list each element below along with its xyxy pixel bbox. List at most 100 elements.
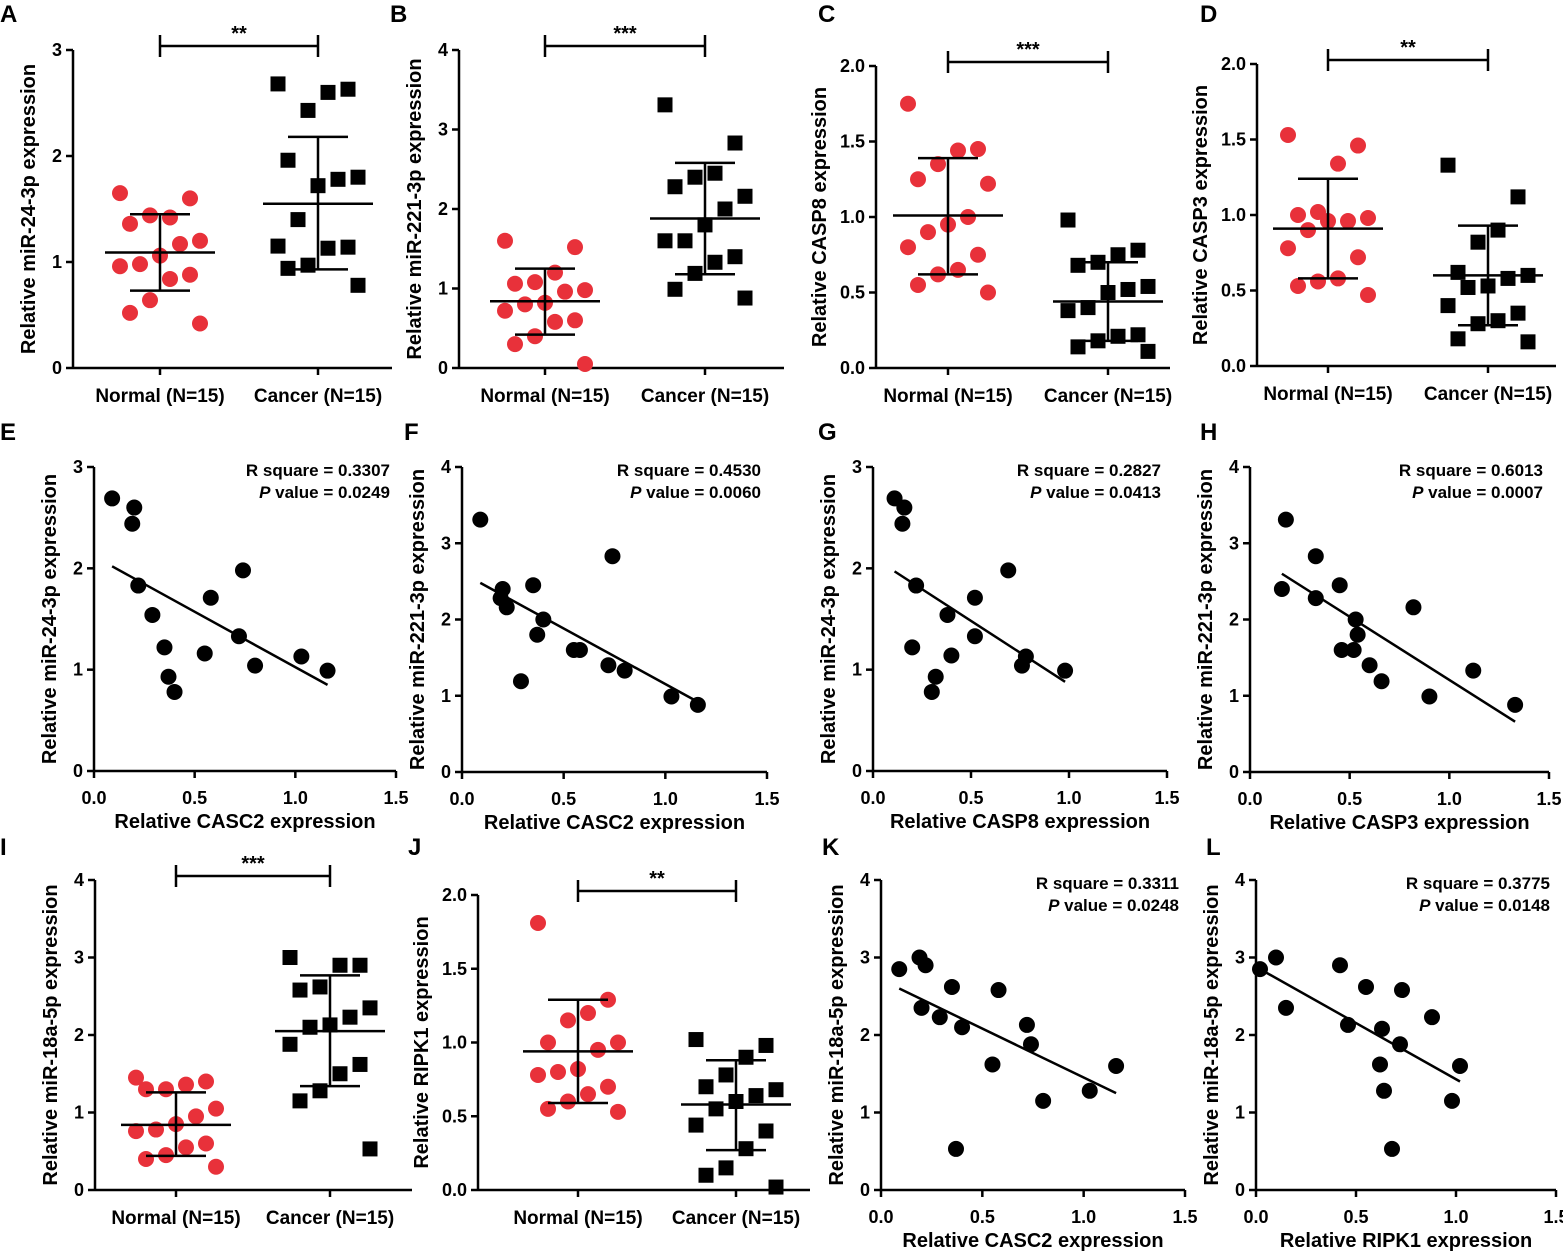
scatter-point: [913, 999, 930, 1016]
cancer-sample-point: [1130, 242, 1146, 258]
normal-sample-point: [178, 1076, 194, 1093]
y-tick-label: 1: [860, 1103, 870, 1123]
p-value-label: P value = 0.0413: [1030, 483, 1161, 502]
scatter-point: [1452, 1058, 1468, 1074]
y-tick-label: 1: [52, 252, 62, 272]
y-tick-label: 4: [860, 870, 870, 890]
cancer-sample-point: [718, 1160, 734, 1176]
cancer-sample-point: [758, 1037, 774, 1053]
scatter-point: [1358, 978, 1374, 995]
cancer-sample-point: [1140, 343, 1156, 359]
normal-sample-point: [112, 258, 128, 275]
cancer-sample-point: [1500, 270, 1516, 286]
scatter-point: [600, 657, 617, 674]
cancer-sample-point: [1140, 278, 1156, 294]
panel-letter: A: [0, 1, 17, 28]
normal-sample-point: [1330, 155, 1346, 172]
x-category-label: Normal (N=15): [513, 1208, 642, 1229]
y-axis-label: Relative miR-24-3p expression: [18, 64, 40, 354]
p-value-label: P value = 0.0249: [259, 483, 390, 502]
x-category-label: Normal (N=15): [95, 386, 224, 407]
y-tick-label: 4: [1229, 457, 1239, 477]
cancer-sample-point: [1510, 189, 1526, 205]
x-tick-label: 0.0: [868, 1207, 893, 1227]
scatter-point: [1035, 1092, 1052, 1109]
scatter-point: [1081, 1082, 1098, 1099]
cancer-sample-point: [312, 979, 328, 995]
p-value-text: value = 0.0249: [270, 483, 390, 502]
normal-sample-point: [128, 1069, 144, 1086]
y-tick-label: 2: [438, 199, 448, 219]
normal-sample-point: [122, 215, 138, 232]
panel-c: C 0.0 0.5 1.0 1.5 2.0 Relative CASP8 expressio…: [809, 1, 1172, 407]
normal-sample-point: [507, 336, 523, 353]
normal-sample-point: [1290, 277, 1306, 294]
y-tick-label: 2: [74, 1025, 84, 1045]
y-tick-label: 3: [73, 457, 83, 477]
cancer-sample-point: [718, 1067, 734, 1083]
panel-i: I 0 1 2 3 4 Relative miR-18a-5p expression Norm…: [0, 834, 412, 1229]
x-tick-label: 1.5: [754, 789, 779, 809]
y-tick-label: 1.5: [1221, 130, 1246, 150]
x-tick-label: 0.5: [182, 788, 207, 808]
normal-sample-point: [610, 1103, 626, 1120]
p-value-label: P value = 0.0060: [630, 483, 761, 502]
x-axis-label: Relative CASC2 expression: [902, 1230, 1163, 1252]
x-tick-label: 1.5: [1543, 1207, 1563, 1227]
y-tick-label: 4: [1235, 870, 1245, 890]
normal-sample-point: [547, 313, 563, 330]
scatter-point: [1277, 511, 1294, 528]
normal-sample-point: [577, 282, 593, 299]
significance-stars: **: [231, 23, 247, 45]
cancer-sample-point: [1450, 331, 1466, 347]
scatter-point: [1361, 657, 1378, 674]
y-tick-label: 0.5: [840, 283, 865, 303]
y-tick-label: 0.5: [1221, 281, 1246, 301]
scatter-point: [156, 639, 173, 656]
y-tick-label: 3: [1229, 533, 1239, 553]
cancer-sample-point: [280, 152, 296, 168]
panel-letter: G: [818, 419, 837, 446]
scatter-point: [124, 515, 141, 532]
scatter-point: [293, 648, 310, 665]
cancer-sample-point: [290, 212, 306, 228]
normal-sample-point: [172, 235, 188, 252]
normal-sample-point: [132, 256, 148, 273]
regression-line: [1259, 968, 1461, 1083]
normal-sample-point: [960, 209, 976, 225]
normal-sample-point: [590, 1041, 606, 1058]
cancer-sample-point: [332, 1066, 348, 1082]
y-tick-label: 3: [438, 120, 448, 140]
x-category-label: Cancer (N=15): [672, 1208, 800, 1229]
scatter-point: [1507, 696, 1524, 713]
p-symbol: P: [1030, 483, 1042, 502]
normal-sample-point: [560, 1093, 576, 1110]
panel-k: K 0 1 2 3 4 Relative miR-18a-5p expression 0.0 0…: [822, 834, 1198, 1252]
p-value-text: value = 0.0413: [1041, 483, 1161, 502]
scatter-point: [196, 645, 213, 662]
x-tick-label: 0.0: [1237, 789, 1262, 809]
y-tick-label: 4: [441, 457, 451, 477]
panel-letter: I: [0, 834, 7, 861]
p-value-text: value = 0.0007: [1423, 483, 1543, 502]
x-tick-label: 1.0: [283, 788, 308, 808]
normal-sample-point: [970, 246, 986, 263]
normal-sample-point: [507, 275, 523, 292]
x-tick-label: 1.5: [1154, 788, 1179, 808]
scatter-point: [512, 673, 529, 690]
cancer-sample-point: [1510, 305, 1526, 321]
normal-sample-point: [580, 1086, 596, 1103]
cancer-sample-point: [737, 290, 753, 306]
normal-sample-point: [580, 1005, 596, 1021]
cancer-sample-point: [342, 1009, 358, 1025]
y-tick-label: 2: [1229, 610, 1239, 630]
x-tick-label: 0.5: [551, 789, 576, 809]
scatter-point: [917, 957, 934, 974]
scatter-point: [1018, 1016, 1035, 1033]
cancer-sample-point: [698, 1079, 714, 1095]
normal-sample-point: [567, 239, 583, 256]
scatter-point: [1372, 1056, 1388, 1073]
normal-sample-point: [188, 1108, 204, 1125]
r-square-label: R square = 0.3775: [1406, 874, 1550, 893]
normal-sample-point: [182, 190, 198, 207]
